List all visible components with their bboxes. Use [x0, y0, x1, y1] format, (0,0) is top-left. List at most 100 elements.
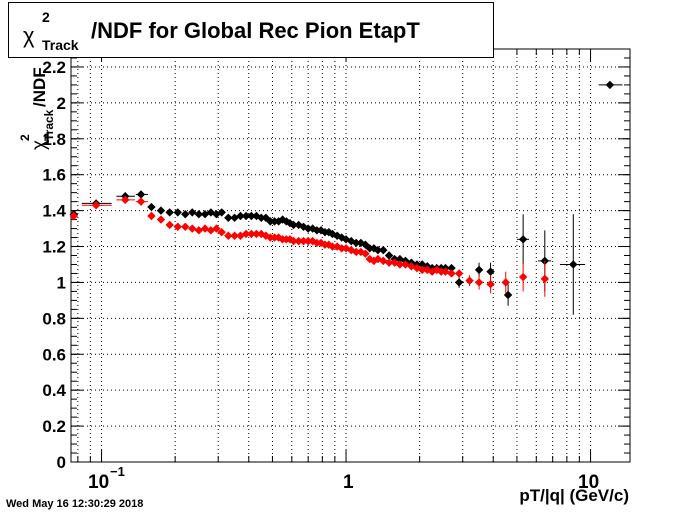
data-point-black	[303, 224, 313, 233]
svg-text:χ: χ	[29, 140, 50, 150]
chart-title: /NDF for Global Rec Pion EtapT	[91, 18, 420, 43]
y-tick-label: 0.8	[42, 309, 66, 328]
data-point-red	[299, 236, 308, 246]
data-point-red	[217, 227, 226, 237]
data-point-red	[303, 236, 313, 246]
data-point-red	[181, 222, 190, 231]
data-point-red	[436, 267, 446, 276]
data-point-red	[147, 211, 156, 221]
x-tick-label-1: 1	[343, 472, 354, 493]
data-point-black	[605, 80, 615, 90]
data-point-black	[165, 208, 174, 217]
data-point-black	[384, 251, 394, 260]
data-point-red	[266, 233, 275, 242]
data-point-black	[136, 190, 146, 199]
chart-title-box: χ 2 Track /NDF for Global Rec Pion EtapT	[8, 2, 494, 58]
data-point-red	[194, 226, 204, 235]
data-point-red	[289, 236, 298, 246]
y-tick-label: 1	[57, 273, 66, 292]
data-point-red	[328, 242, 337, 251]
data-point-red	[361, 249, 370, 258]
data-point-black	[316, 226, 326, 235]
data-point-black	[224, 213, 233, 222]
data-point-black	[241, 211, 251, 221]
data-point-black	[308, 224, 317, 233]
y-tick-label: 0.6	[42, 345, 66, 364]
y-axis-label: χ 2 Track /NDF	[18, 67, 56, 150]
y-tick-label: 1.2	[42, 238, 66, 257]
data-point-black	[236, 211, 245, 221]
data-point-black	[324, 227, 333, 237]
data-point-black	[247, 211, 256, 221]
data-point-red	[212, 224, 221, 233]
data-point-black	[181, 210, 190, 219]
x-axis-label: pT/|q| (GeV/c)	[519, 486, 629, 505]
data-point-black	[173, 208, 182, 217]
plot-frame	[70, 48, 631, 463]
title-chi-symbol: χ	[23, 23, 35, 48]
data-points	[69, 80, 623, 315]
timestamp-label: Wed May 16 12:30:29 2018	[6, 498, 144, 510]
data-point-black	[289, 220, 298, 230]
data-point-red	[165, 220, 174, 230]
data-point-red	[337, 244, 346, 253]
data-point-red	[91, 201, 101, 210]
data-point-red	[188, 224, 197, 233]
data-point-red	[441, 267, 450, 276]
y-tick-label: 1.8	[42, 130, 66, 149]
data-point-red	[474, 278, 484, 287]
data-point-black	[351, 238, 361, 248]
data-point-black	[569, 260, 578, 269]
y-tick-label: 1.6	[42, 166, 66, 185]
data-point-red	[252, 229, 261, 239]
data-point-red	[247, 229, 256, 239]
data-point-red	[395, 260, 405, 269]
data-point-black	[147, 202, 156, 212]
data-point-red	[465, 276, 474, 285]
svg-text:2: 2	[18, 134, 32, 141]
data-point-black	[503, 290, 513, 300]
data-point-red	[241, 229, 251, 239]
data-point-black	[373, 245, 383, 255]
data-point-red	[69, 211, 78, 221]
data-point-black	[217, 208, 226, 217]
data-point-black	[194, 210, 204, 219]
y-tick-label: 1.4	[42, 202, 66, 221]
data-point-red	[418, 265, 427, 275]
data-point-black	[379, 245, 388, 255]
y-tick-label: 2.2	[42, 58, 66, 77]
data-point-red	[230, 231, 239, 240]
data-point-red	[540, 274, 550, 284]
grid-lines	[71, 49, 630, 463]
data-point-black	[266, 217, 275, 226]
data-point-red	[156, 215, 166, 224]
data-point-black	[454, 278, 464, 287]
x-tick-label-0.1-exponent: −1	[110, 464, 125, 479]
title-subscript: Track	[42, 37, 79, 53]
data-point-red	[384, 258, 394, 267]
title-superscript: 2	[42, 9, 50, 25]
data-point-red	[224, 231, 233, 240]
data-point-black	[474, 265, 484, 275]
y-tick-label: 2	[57, 94, 66, 113]
y-tick-label: 0	[57, 453, 66, 472]
data-point-black	[447, 263, 456, 273]
data-point-black	[156, 206, 166, 215]
data-point-red	[454, 269, 464, 278]
data-point-black	[299, 222, 308, 231]
data-point-red	[518, 272, 528, 282]
data-point-black	[257, 213, 266, 222]
svg-text:/NDF: /NDF	[30, 67, 49, 107]
x-tick-label-10: 10	[578, 472, 599, 493]
data-point-red	[486, 280, 495, 289]
data-point-red	[351, 247, 361, 257]
x-tick-label-0.1: 10	[88, 472, 109, 493]
y-tick-label: 0.2	[42, 417, 66, 436]
data-point-red	[121, 195, 130, 205]
svg-text:Track: Track	[42, 109, 56, 141]
data-point-black	[188, 208, 197, 217]
data-point-black	[486, 267, 495, 276]
data-point-red	[294, 236, 303, 246]
data-point-red	[173, 222, 182, 231]
